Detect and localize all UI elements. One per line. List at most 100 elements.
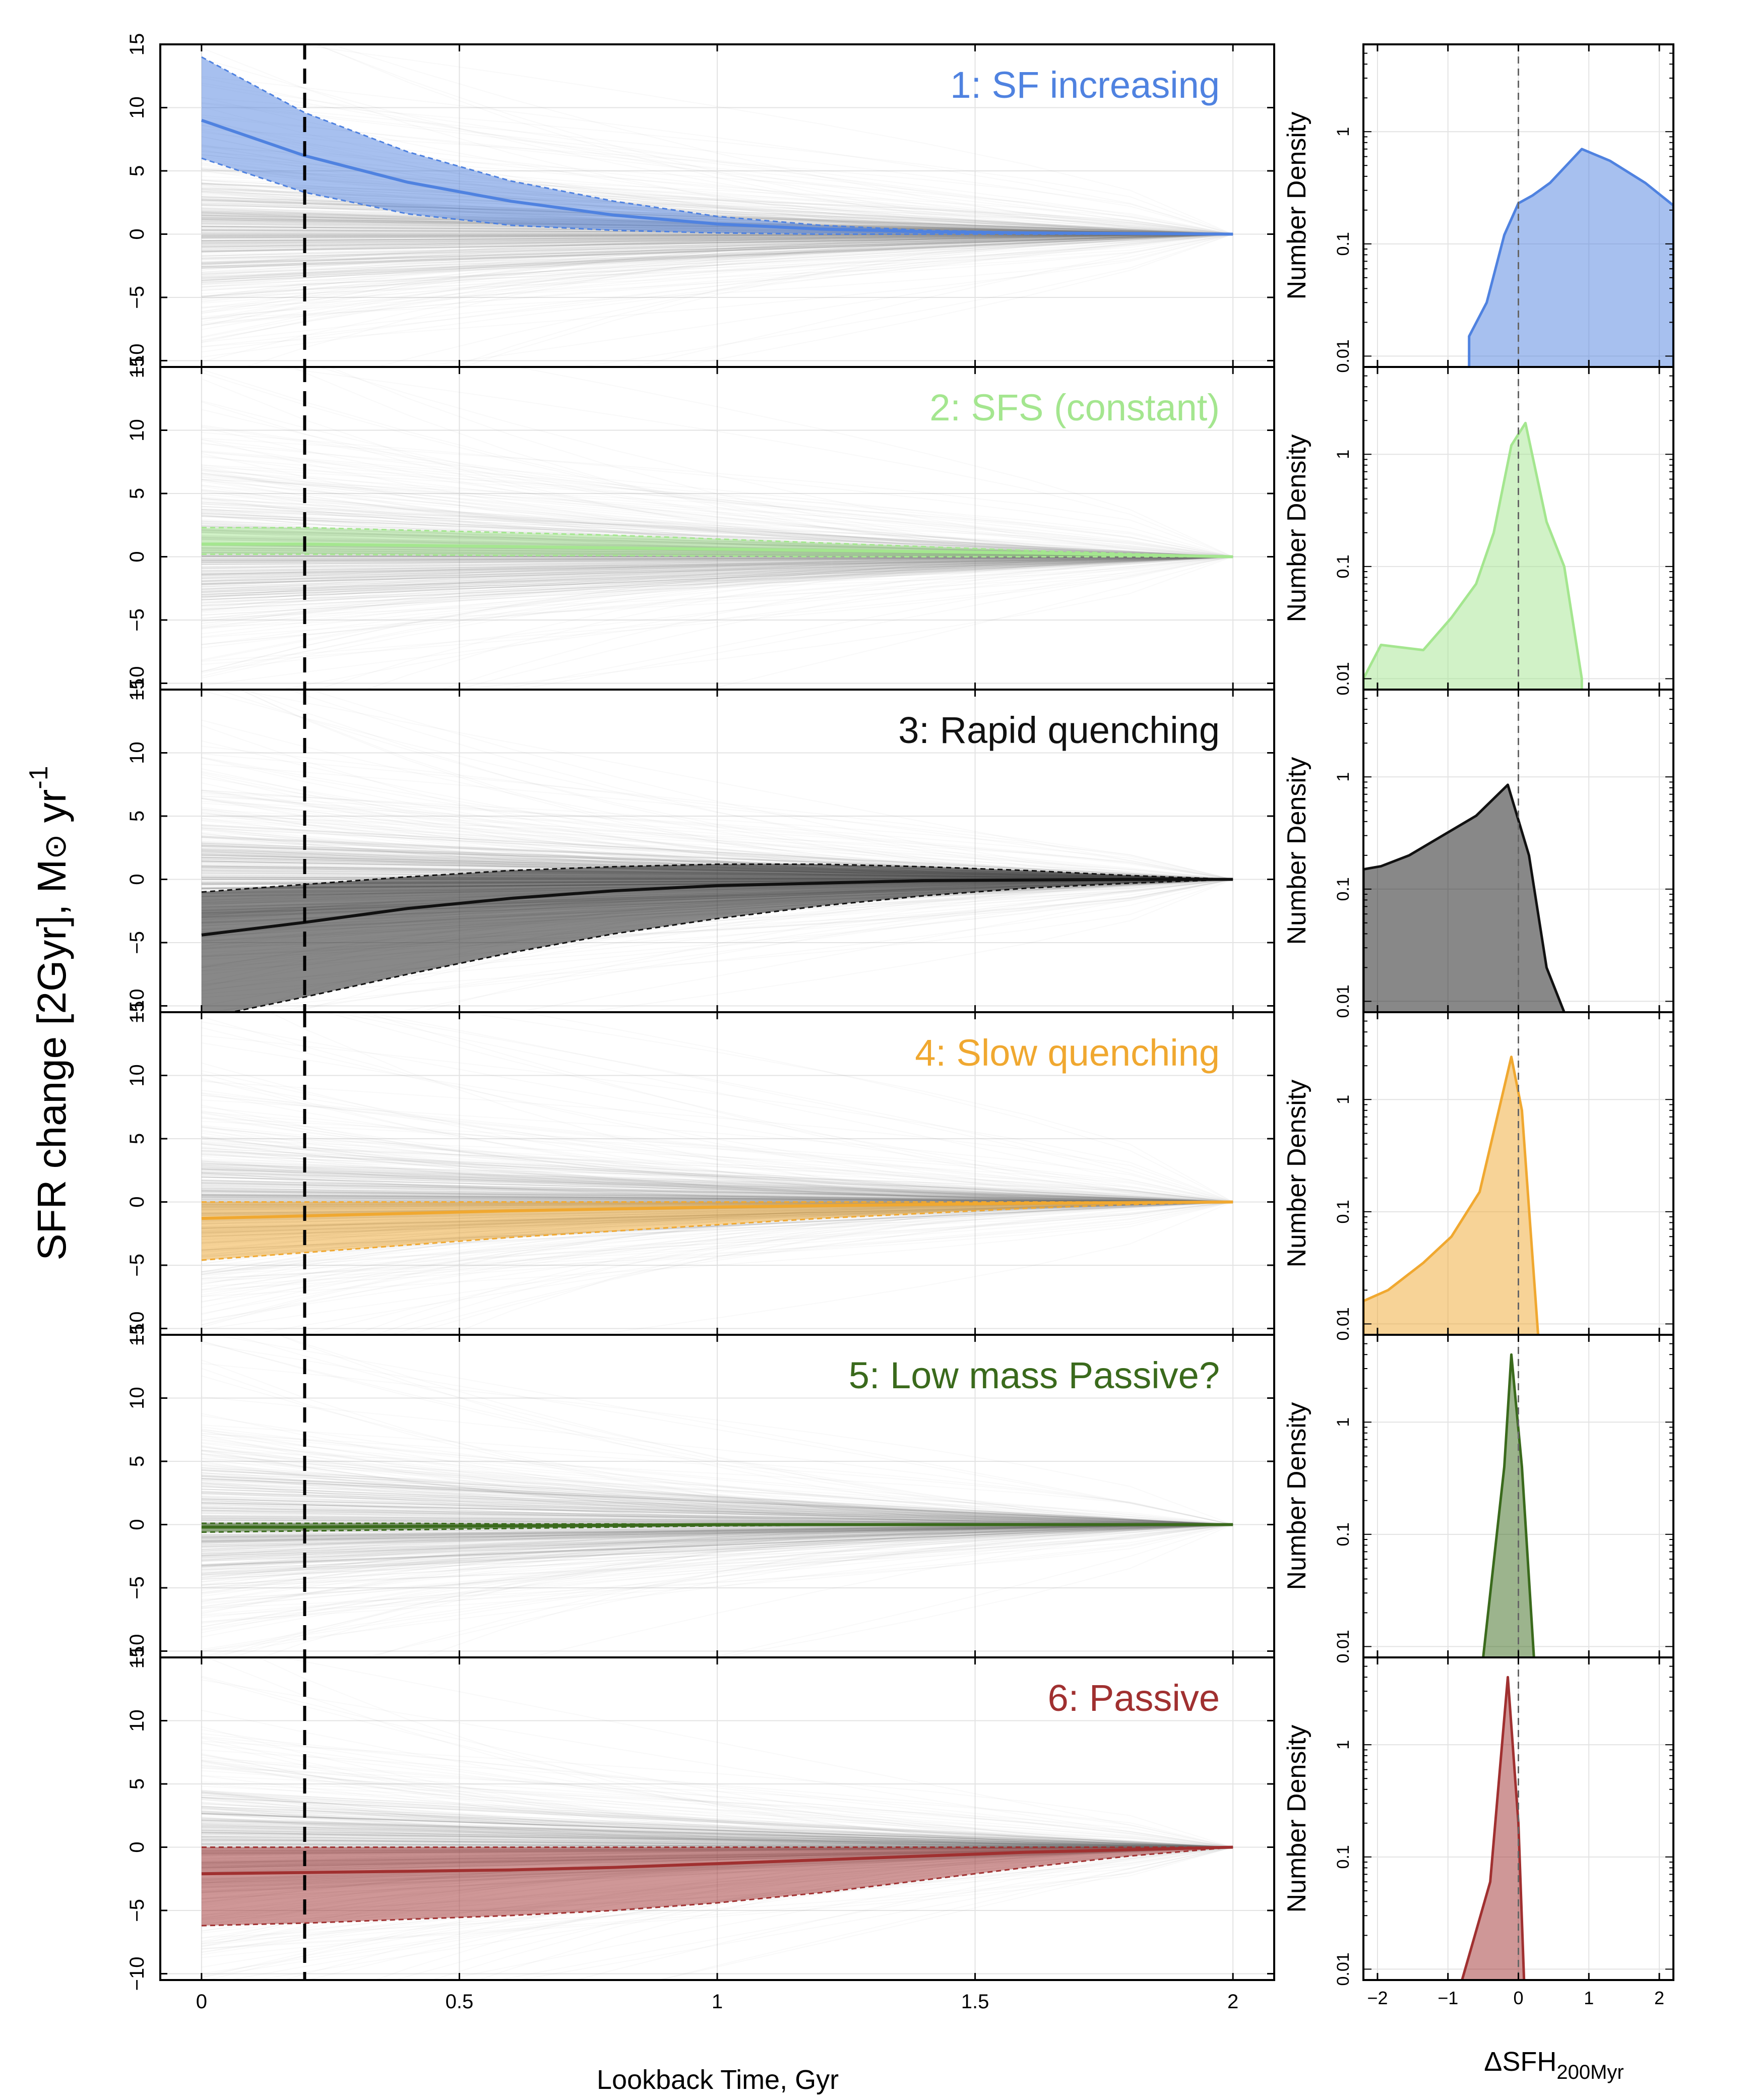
trajectory — [201, 556, 1233, 625]
trajectory — [201, 556, 1233, 580]
trajectory — [201, 1524, 1233, 1580]
trajectory — [201, 1508, 1233, 1525]
trajectory — [201, 1813, 1233, 1848]
trajectory — [201, 1820, 1233, 1848]
trajectory — [201, 1524, 1233, 1623]
trajectory — [272, 367, 1233, 558]
trajectory — [201, 102, 1233, 235]
trajectory — [201, 1160, 1233, 1203]
trajectory — [201, 1465, 1233, 1525]
y-tick-label: 0 — [126, 1196, 148, 1207]
trajectory — [201, 233, 1233, 263]
trajectory — [201, 1062, 1233, 1203]
trajectory — [201, 1201, 1233, 1321]
trajectory — [201, 1201, 1233, 1273]
trajectory — [201, 1524, 1233, 1583]
trajectory — [201, 233, 1233, 348]
trajectory — [419, 1524, 1233, 1657]
y-tick-label: 1 — [1334, 1417, 1353, 1427]
panel-1-plot-area — [160, 44, 1274, 367]
trajectory — [201, 556, 1233, 581]
trajectory — [201, 1524, 1233, 1542]
trajectory — [201, 1524, 1233, 1569]
trajectory — [201, 1790, 1233, 1848]
trajectory — [201, 1194, 1233, 1203]
trajectory — [201, 233, 1233, 274]
trajectory — [201, 825, 1233, 880]
trajectory — [201, 1195, 1233, 1203]
trajectory — [201, 1016, 1233, 1203]
trajectory — [201, 879, 1233, 1012]
trajectory — [201, 1489, 1233, 1525]
trajectory — [201, 1816, 1233, 1848]
trajectory — [201, 1524, 1233, 1548]
hist-y-axis-label: Number Density — [1282, 112, 1311, 300]
y-tick-label: 0.1 — [1334, 232, 1353, 256]
y-tick-label: 0.01 — [1334, 1307, 1353, 1340]
trajectory — [201, 233, 1233, 269]
trajectory — [201, 1190, 1233, 1203]
trajectory — [201, 1733, 1233, 1848]
trajectory — [201, 1524, 1233, 1566]
trajectory — [201, 1760, 1233, 1848]
trajectory — [201, 556, 1233, 582]
trajectory — [201, 556, 1233, 583]
trajectory — [201, 1524, 1233, 1573]
trajectory — [201, 1458, 1233, 1525]
trajectory — [201, 1524, 1233, 1535]
trajectory — [201, 470, 1233, 558]
trajectory — [201, 1524, 1233, 1557]
trajectory — [201, 233, 1233, 324]
trajectory — [201, 1677, 1233, 1848]
trajectory — [201, 556, 1233, 569]
hist-4-density — [1363, 1056, 1540, 1335]
y-tick-label: 15 — [126, 1646, 148, 1669]
trajectory — [201, 1524, 1233, 1558]
trajectory — [201, 233, 1233, 265]
trajectory — [201, 1524, 1233, 1609]
trajectory — [201, 1792, 1233, 1848]
trajectory — [201, 1524, 1233, 1593]
trajectory — [201, 1524, 1233, 1631]
trajectory — [201, 469, 1233, 558]
trajectory — [201, 1137, 1233, 1203]
trajectory — [201, 1092, 1233, 1203]
y-tick-label: 0.01 — [1334, 1630, 1353, 1663]
series-1-median-line — [201, 118, 1233, 236]
trajectory — [257, 1657, 1233, 1848]
trajectory — [362, 1524, 1233, 1657]
trajectory — [201, 1453, 1233, 1525]
trajectory — [201, 1799, 1233, 1848]
trajectory — [201, 233, 1233, 297]
trajectory — [201, 233, 1233, 269]
trajectory — [201, 1811, 1233, 1848]
trajectory — [201, 233, 1233, 362]
trajectory — [201, 1493, 1233, 1525]
trajectory — [201, 511, 1233, 558]
trajectory — [201, 233, 1233, 253]
trajectory — [201, 1524, 1233, 1537]
trajectory — [201, 1460, 1233, 1525]
trajectory — [201, 789, 1233, 880]
trajectory — [201, 556, 1233, 588]
trajectory — [201, 1187, 1233, 1203]
trajectory — [201, 1142, 1233, 1203]
y-tick-label: −10 — [126, 1312, 148, 1346]
trajectory — [201, 1493, 1233, 1525]
series-2-band — [201, 527, 1233, 557]
trajectory — [201, 556, 1233, 606]
trajectory — [201, 1524, 1233, 1601]
trajectory — [201, 1797, 1233, 1848]
trajectory — [201, 1524, 1233, 1570]
trajectory — [201, 1113, 1233, 1203]
trajectory — [201, 556, 1233, 630]
trajectory — [201, 1166, 1233, 1203]
trajectory — [201, 1765, 1233, 1848]
trajectory — [333, 1012, 1233, 1203]
trajectory — [201, 1078, 1233, 1203]
y-tick-label: −5 — [126, 1899, 148, 1922]
trajectory — [201, 1126, 1233, 1203]
trajectory — [201, 1738, 1233, 1848]
trajectory — [201, 233, 1233, 320]
trajectory — [201, 1831, 1233, 1848]
